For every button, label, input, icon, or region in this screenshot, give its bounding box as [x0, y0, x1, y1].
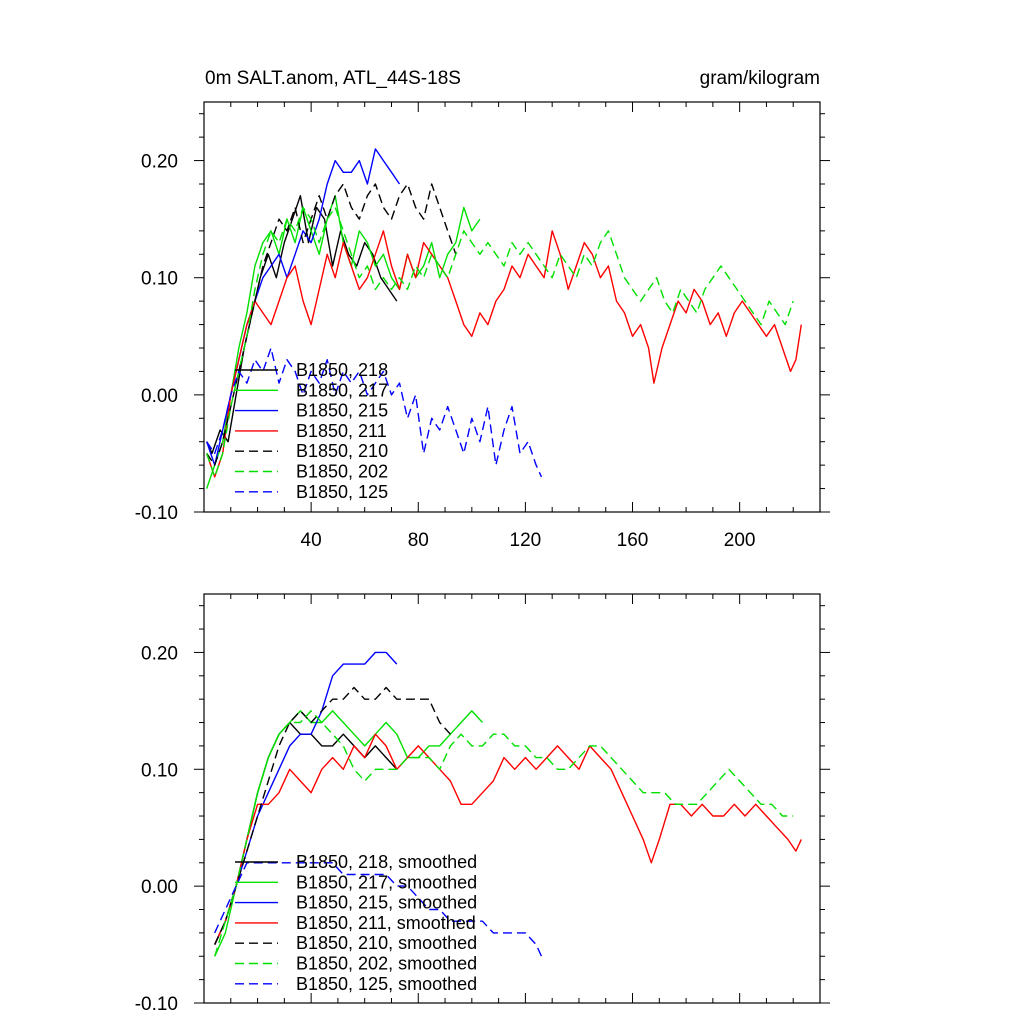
legend-label: B1850, 217, smoothed — [296, 872, 477, 892]
legend-label: B1850, 202 — [296, 462, 388, 482]
legend-label: B1850, 218, smoothed — [296, 852, 477, 872]
legend-label: B1850, 215 — [296, 401, 388, 421]
legend-label: B1850, 217 — [296, 380, 388, 400]
series-line — [206, 347, 543, 478]
series-line — [206, 183, 457, 466]
y-tick-label: 0.20 — [141, 643, 178, 664]
series-line — [214, 733, 802, 945]
series-group-bottom — [214, 651, 802, 957]
y-tick-label: 0.00 — [141, 877, 178, 898]
chart-title-right: gram/kilogram — [700, 68, 820, 89]
legend-label: B1850, 125 — [296, 482, 388, 502]
y-tick-label: 0.20 — [141, 152, 178, 173]
series-line — [214, 710, 794, 957]
series-line — [206, 194, 398, 455]
x-tick-label: 200 — [724, 530, 756, 551]
series-group-top — [206, 148, 802, 489]
legend-label: B1850, 218 — [296, 360, 388, 380]
legend-label: B1850, 210 — [296, 441, 388, 461]
series-line — [214, 862, 543, 957]
series-line — [214, 686, 451, 945]
series-line — [206, 206, 794, 478]
x-tick-label: 120 — [510, 530, 542, 551]
legend-label: B1850, 210, smoothed — [296, 933, 477, 953]
legend-label: B1850, 211 — [296, 421, 387, 441]
y-tick-label: -0.10 — [135, 994, 178, 1015]
chart-title-left: 0m SALT.anom, ATL_44S-18S — [205, 68, 461, 89]
plot-frame-bottom — [203, 593, 821, 1004]
x-tick-label: 80 — [408, 530, 429, 551]
x-tick-label: 40 — [301, 530, 322, 551]
y-tick-label: 0.10 — [141, 269, 178, 290]
y-tick-label: 0.10 — [141, 760, 178, 781]
series-line — [206, 230, 802, 478]
legend-label: B1850, 215, smoothed — [296, 893, 477, 913]
legend-label: B1850, 125, smoothed — [296, 974, 477, 994]
chart-panel-top: 40 80 120 160 200 -0.10 0.00 0.10 0.20 B1850, 218… — [135, 101, 830, 551]
y-tick-label: 0.00 — [141, 386, 178, 407]
legend-label: B1850, 202, smoothed — [296, 954, 477, 974]
y-tick-label: -0.10 — [135, 503, 178, 524]
x-tick-label: 160 — [617, 530, 649, 551]
legend-label: B1850, 211, smoothed — [296, 913, 476, 933]
plot-frame-top — [203, 101, 821, 513]
